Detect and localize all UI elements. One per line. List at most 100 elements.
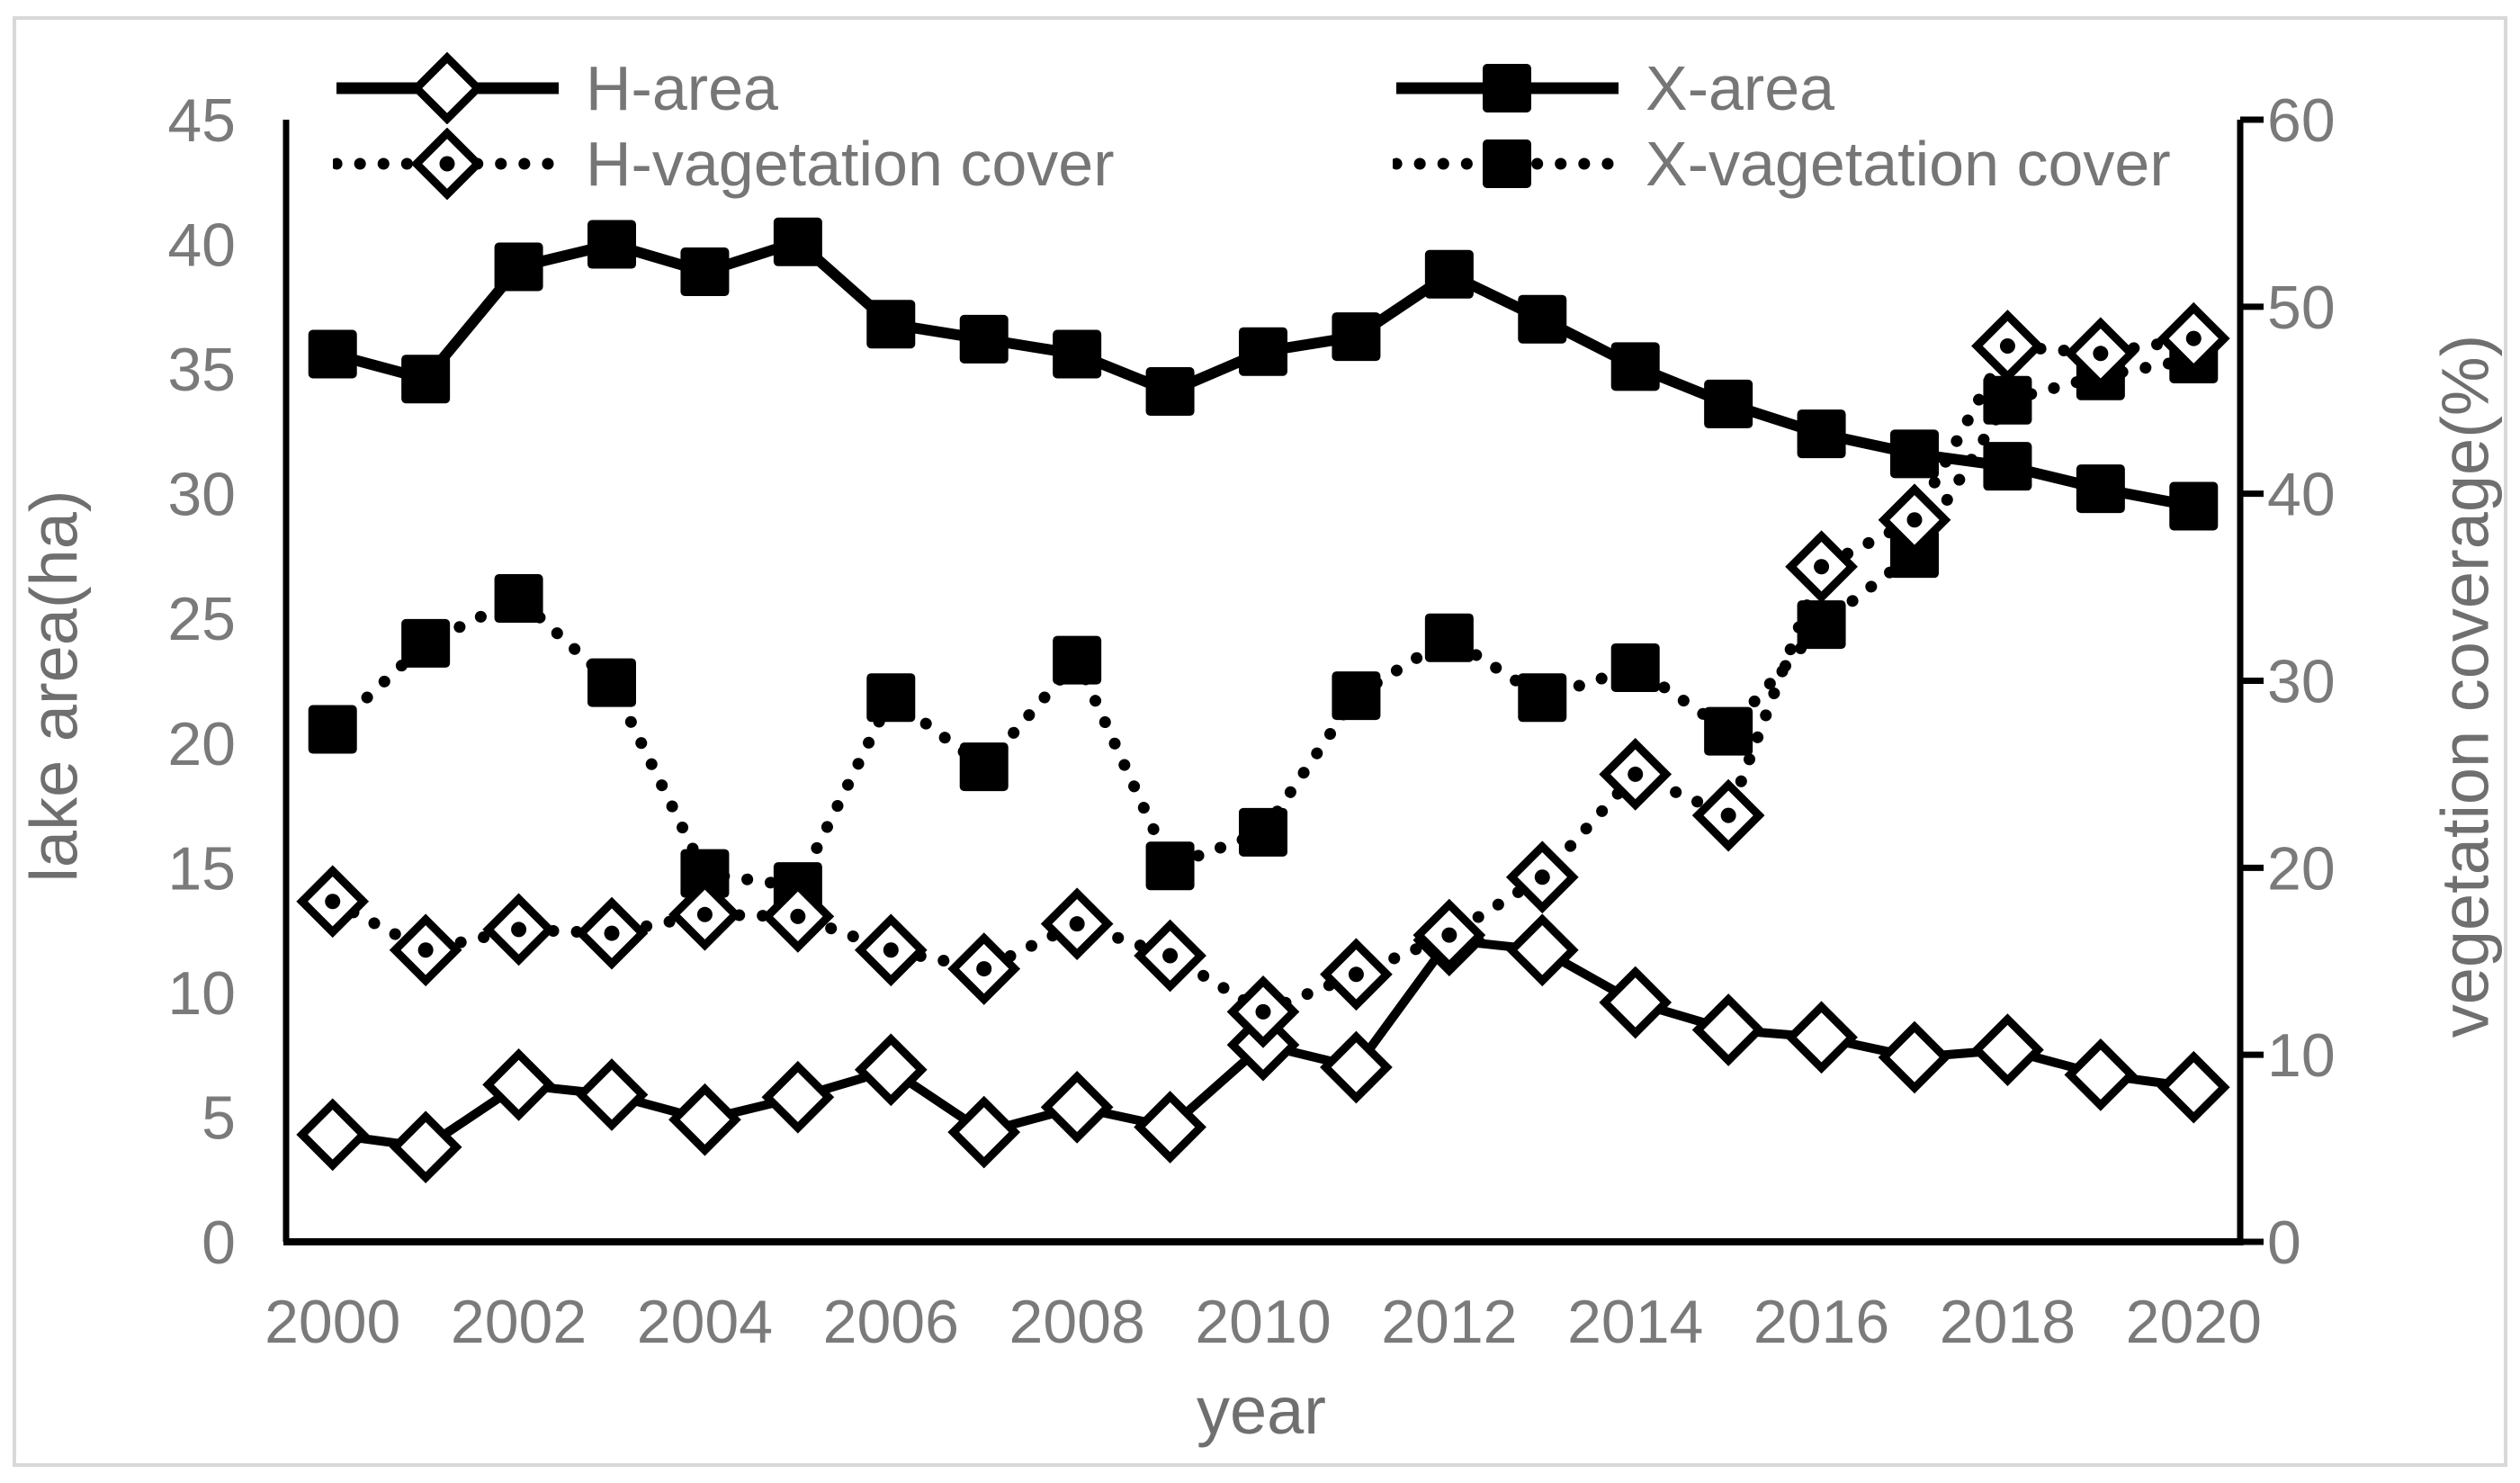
x-area-marker [2169,481,2219,531]
y-left-tick-label: 40 [167,211,236,280]
legend-swatch-dotted-icon [333,128,562,200]
x-tick-label: 2018 [1940,1288,2076,1356]
h-vegetation-cover-marker-dot [696,906,713,922]
x-vegetation-cover-marker [1053,635,1102,685]
h-area-marker [947,1095,1021,1169]
x-vegetation-cover-marker [1983,375,2032,425]
legend-item-x-vagetation-cover[interactable]: X-vagetation cover [1393,128,2171,200]
x-area-marker [1424,249,1474,299]
h-area-marker [1691,993,1765,1066]
legend-swatch-solid-icon [336,52,559,124]
y-left-tick-label: 20 [167,710,236,778]
h-area-marker [575,1058,649,1131]
x-area-marker [1518,294,1567,344]
h-vegetation-cover-marker-dot [1720,807,1736,823]
h-vegetation-cover-marker-dot [1999,337,2015,354]
h-vegetation-cover-marker-dot [883,942,899,958]
h-vegetation-cover-marker-dot [1906,512,1923,528]
x-area-marker [1704,379,1753,428]
h-area-marker [1971,1013,2044,1086]
x-tick-label: 2014 [1567,1288,1703,1356]
x-area-marker [587,220,636,269]
h-vegetation-cover-marker-dot [1628,766,1644,782]
h-area-marker [668,1083,741,1156]
x-area-marker [680,247,730,297]
x-area-marker [494,242,543,292]
y-left-tick-label: 15 [167,834,236,903]
h-area-marker [482,1048,555,1121]
y-right-tick-label: 0 [2267,1209,2301,1277]
x-tick-label: 2012 [1381,1288,1517,1356]
h-area-marker [854,1033,928,1107]
x-area-marker [773,217,822,266]
x-area-marker [1797,409,1846,459]
x-axis-title: year [1197,1373,1326,1448]
h-area-marker [1040,1070,1114,1144]
x-area-marker [308,329,357,379]
x-area-marker [401,355,451,404]
x-vegetation-cover-marker [587,658,636,707]
h-area-marker [2064,1038,2138,1111]
x-vegetation-cover-marker [1704,706,1753,756]
x-tick-label: 2010 [1195,1288,1331,1356]
legend-item-h-area[interactable]: H-area [333,52,778,124]
x-tick-label: 2008 [1009,1288,1145,1356]
h-vegetation-cover-marker-dot [1255,1003,1271,1020]
h-vegetation-cover-marker-dot [1814,559,1830,575]
x-vegetation-cover-marker [1610,643,1660,692]
x-tick-label: 2002 [451,1288,587,1356]
x-vegetation-cover-marker [1145,841,1195,891]
legend-item-x-area[interactable]: X-area [1393,52,1834,124]
h-vegetation-cover-marker-dot [2185,330,2202,346]
h-vegetation-cover-marker-dot [2093,346,2109,362]
h-area-marker [1320,1030,1393,1104]
x-area-marker [866,300,916,349]
x-vegetation-cover-marker [401,618,451,668]
legend-label: H-vagetation cover [586,129,1115,199]
h-vegetation-cover-marker-dot [1162,948,1179,964]
x-vegetation-cover-marker [1518,673,1567,723]
left-axis-title: lake area(ha) [16,490,92,883]
h-area-marker [761,1060,835,1134]
x-vegetation-cover-marker [866,673,916,723]
h-vegetation-cover-marker-dot [790,908,806,924]
y-left-tick-label: 30 [167,461,236,529]
h-vegetation-cover-marker-dot [417,942,434,958]
x-area-marker [1983,442,2032,491]
h-area-marker [389,1110,462,1184]
x-vegetation-cover-marker [1239,807,1287,857]
x-tick-label: 2004 [637,1288,773,1356]
h-vegetation-cover-marker-dot [1348,966,1364,983]
x-area-marker [1332,312,1381,362]
x-vegetation-cover-marker [308,705,357,754]
x-area-marker [1890,429,1939,479]
x-area-marker [959,314,1009,364]
x-tick-label: 2006 [823,1288,959,1356]
x-area-marker [1239,327,1287,376]
x-area-marker [1053,329,1102,379]
x-tick-label: 2020 [2126,1288,2262,1356]
y-left-tick-label: 25 [167,585,236,653]
h-vegetation-cover-marker-dot [1069,916,1085,932]
y-left-tick-label: 10 [167,959,236,1028]
y-right-tick-label: 30 [2267,648,2336,716]
x-area-marker [1145,367,1195,417]
legend-item-h-vagetation-cover[interactable]: H-vagetation cover [333,128,1115,200]
h-area-marker [2157,1050,2230,1124]
y-right-tick-label: 40 [2267,461,2336,529]
y-left-tick-label: 0 [202,1209,236,1277]
x-vegetation-cover-marker [959,742,1009,792]
right-axis-title: vegetation coverage(%) [2427,334,2503,1038]
x-area-marker [1610,342,1660,391]
y-left-tick-label: 45 [167,86,236,155]
y-right-tick-label: 20 [2267,834,2336,903]
legend-label: H-area [586,53,778,123]
x-vegetation-cover-marker [680,849,730,898]
y-left-tick-label: 35 [167,336,236,404]
x-vegetation-cover-marker [494,574,543,624]
h-vegetation-cover-marker-dot [604,925,620,941]
x-vegetation-cover-marker [1332,671,1381,721]
x-vegetation-cover-marker [1797,600,1846,650]
